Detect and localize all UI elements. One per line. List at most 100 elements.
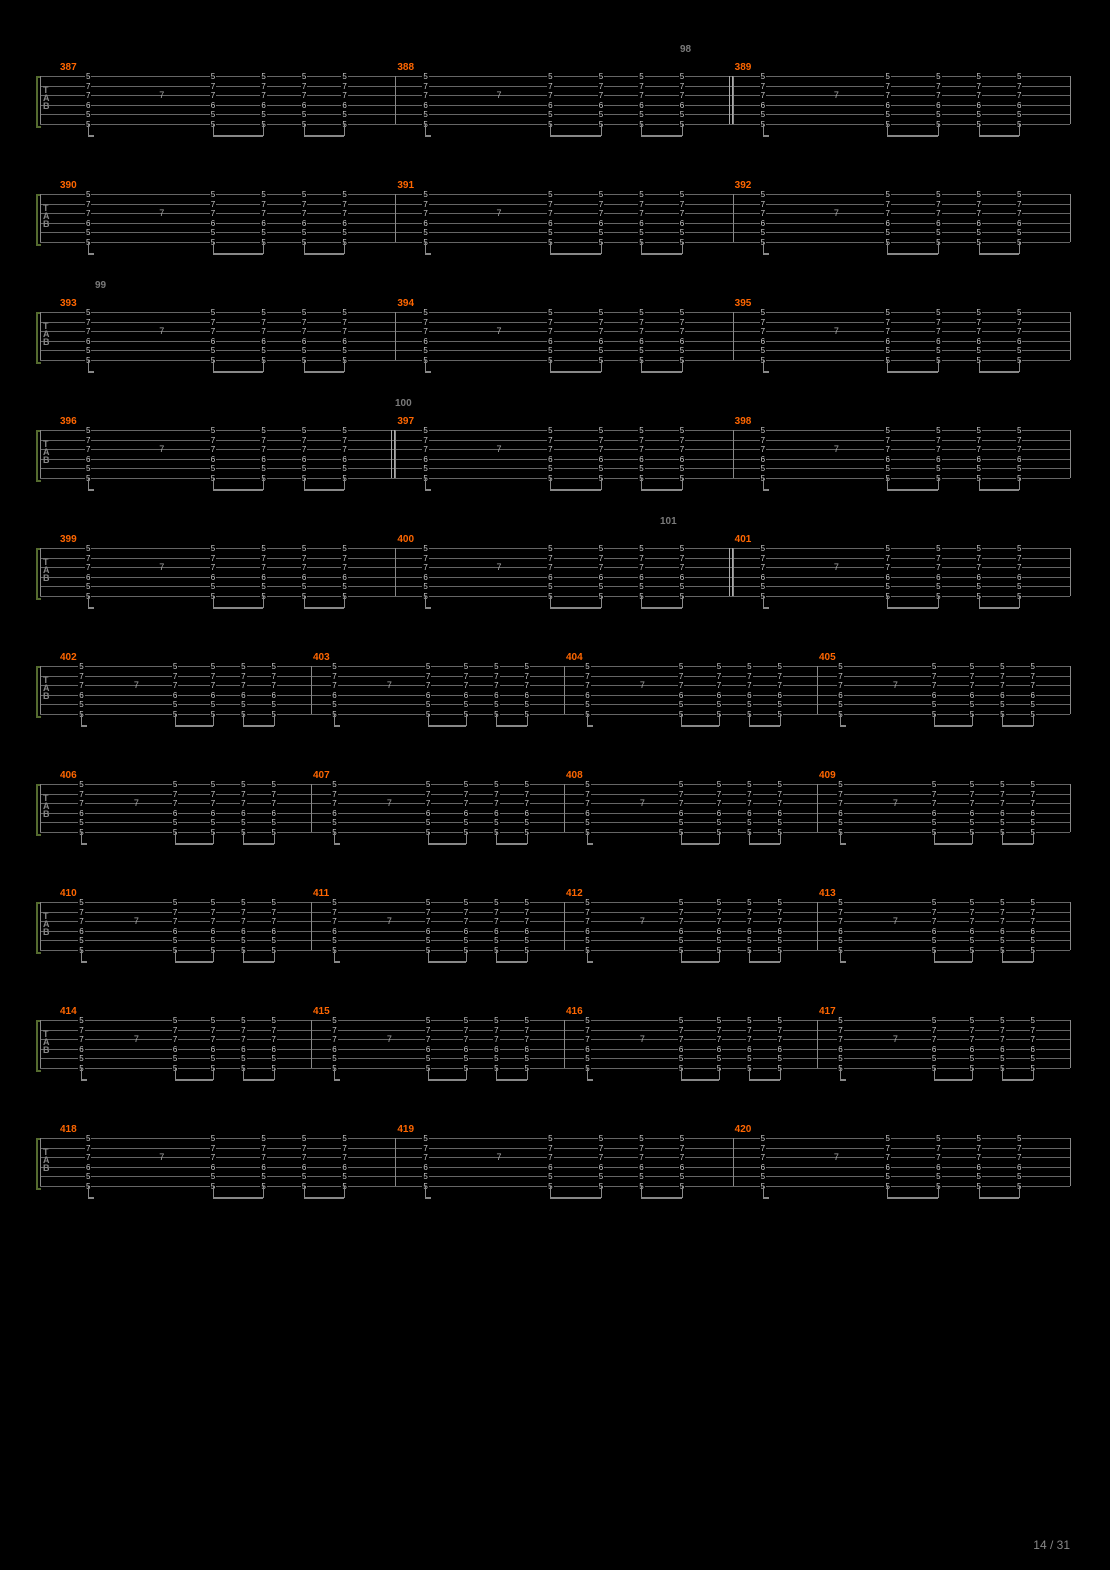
tab-clef: TAB [43, 676, 50, 700]
fret-number: 7 [638, 1154, 644, 1161]
fret-number: 6 [301, 220, 307, 227]
staff-line [40, 204, 1070, 205]
fret-number: 7 [1016, 201, 1022, 208]
tab-staff [40, 666, 1070, 714]
fret-number: 6 [210, 928, 216, 935]
section-label: 100 [395, 398, 412, 409]
beam [641, 489, 681, 491]
flag [587, 843, 593, 845]
fret-number: 6 [463, 692, 469, 699]
measure-number: 399 [60, 534, 77, 545]
fret-number: 5 [1016, 73, 1022, 80]
note-stem [719, 950, 720, 962]
fret-number: 5 [999, 899, 1005, 906]
eighth-rest: 7 [893, 680, 898, 690]
fret-number: 6 [598, 102, 604, 109]
fret-number: 6 [422, 456, 428, 463]
fret-number: 7 [85, 446, 91, 453]
fret-number: 7 [425, 909, 431, 916]
eighth-rest: 7 [159, 562, 164, 572]
fret-number: 5 [331, 819, 337, 826]
staff-line [40, 1058, 1070, 1059]
fret-number: 6 [210, 810, 216, 817]
fret-number: 6 [837, 810, 843, 817]
beam [304, 607, 344, 609]
fret-number: 7 [85, 201, 91, 208]
fret-number: 5 [524, 937, 530, 944]
fret-number: 7 [301, 1145, 307, 1152]
fret-number: 5 [210, 781, 216, 788]
fret-number: 5 [271, 701, 277, 708]
flag [840, 1079, 846, 1081]
fret-number: 6 [331, 928, 337, 935]
fret-number: 7 [260, 210, 266, 217]
fret-number: 5 [746, 899, 752, 906]
tab-system: 100TAB3965776557577655577655577655577655… [40, 416, 1070, 506]
beam [887, 1197, 938, 1199]
fret-number: 7 [777, 673, 783, 680]
note-stem [344, 360, 345, 372]
fret-number: 5 [584, 819, 590, 826]
eighth-rest: 7 [159, 444, 164, 454]
fret-number: 5 [85, 427, 91, 434]
beam [213, 135, 264, 137]
fret-number: 7 [679, 1154, 685, 1161]
fret-number: 7 [493, 1027, 499, 1034]
flag [81, 961, 87, 963]
fret-number: 7 [271, 800, 277, 807]
fret-number: 7 [976, 1154, 982, 1161]
fret-number: 6 [969, 810, 975, 817]
fret-number: 6 [638, 220, 644, 227]
note-stem [780, 832, 781, 844]
fret-number: 7 [976, 1145, 982, 1152]
fret-number: 5 [969, 819, 975, 826]
tab-clef: TAB [43, 1148, 50, 1172]
fret-number: 6 [422, 1164, 428, 1171]
staff-line [40, 794, 1070, 795]
note-stem [780, 1068, 781, 1080]
fret-number: 5 [172, 937, 178, 944]
fret-number: 7 [210, 83, 216, 90]
fret-number: 7 [638, 446, 644, 453]
measure-number: 406 [60, 770, 77, 781]
staff-line [40, 1167, 1070, 1168]
fret-number: 6 [1016, 220, 1022, 227]
barline [1070, 1020, 1071, 1068]
measure-number: 398 [735, 416, 752, 427]
fret-number: 7 [884, 83, 890, 90]
fret-number: 5 [240, 781, 246, 788]
fret-number: 5 [172, 663, 178, 670]
flag [425, 253, 431, 255]
fret-number: 7 [78, 791, 84, 798]
fret-number: 5 [746, 1055, 752, 1062]
fret-number: 7 [240, 800, 246, 807]
fret-number: 7 [240, 1036, 246, 1043]
flag [81, 843, 87, 845]
fret-number: 7 [78, 673, 84, 680]
fret-number: 5 [746, 937, 752, 944]
fret-number: 5 [422, 347, 428, 354]
note-stem [274, 832, 275, 844]
barline [733, 1138, 734, 1186]
note-stem [1033, 832, 1034, 844]
beam [887, 489, 938, 491]
fret-number: 5 [969, 1017, 975, 1024]
fret-number: 7 [884, 201, 890, 208]
beam [934, 1079, 972, 1081]
fret-number: 7 [271, 682, 277, 689]
fret-number: 6 [976, 338, 982, 345]
fret-number: 5 [210, 1173, 216, 1180]
fret-number: 5 [425, 899, 431, 906]
fret-number: 7 [931, 1027, 937, 1034]
fret-number: 5 [638, 545, 644, 552]
fret-number: 5 [679, 1173, 685, 1180]
fret-number: 6 [85, 338, 91, 345]
beam [428, 725, 466, 727]
tab-clef: TAB [43, 794, 50, 818]
fret-number: 7 [301, 437, 307, 444]
barline [564, 902, 565, 950]
fret-number: 7 [678, 1027, 684, 1034]
barline [395, 548, 396, 596]
fret-number: 7 [463, 1027, 469, 1034]
fret-number: 6 [638, 338, 644, 345]
